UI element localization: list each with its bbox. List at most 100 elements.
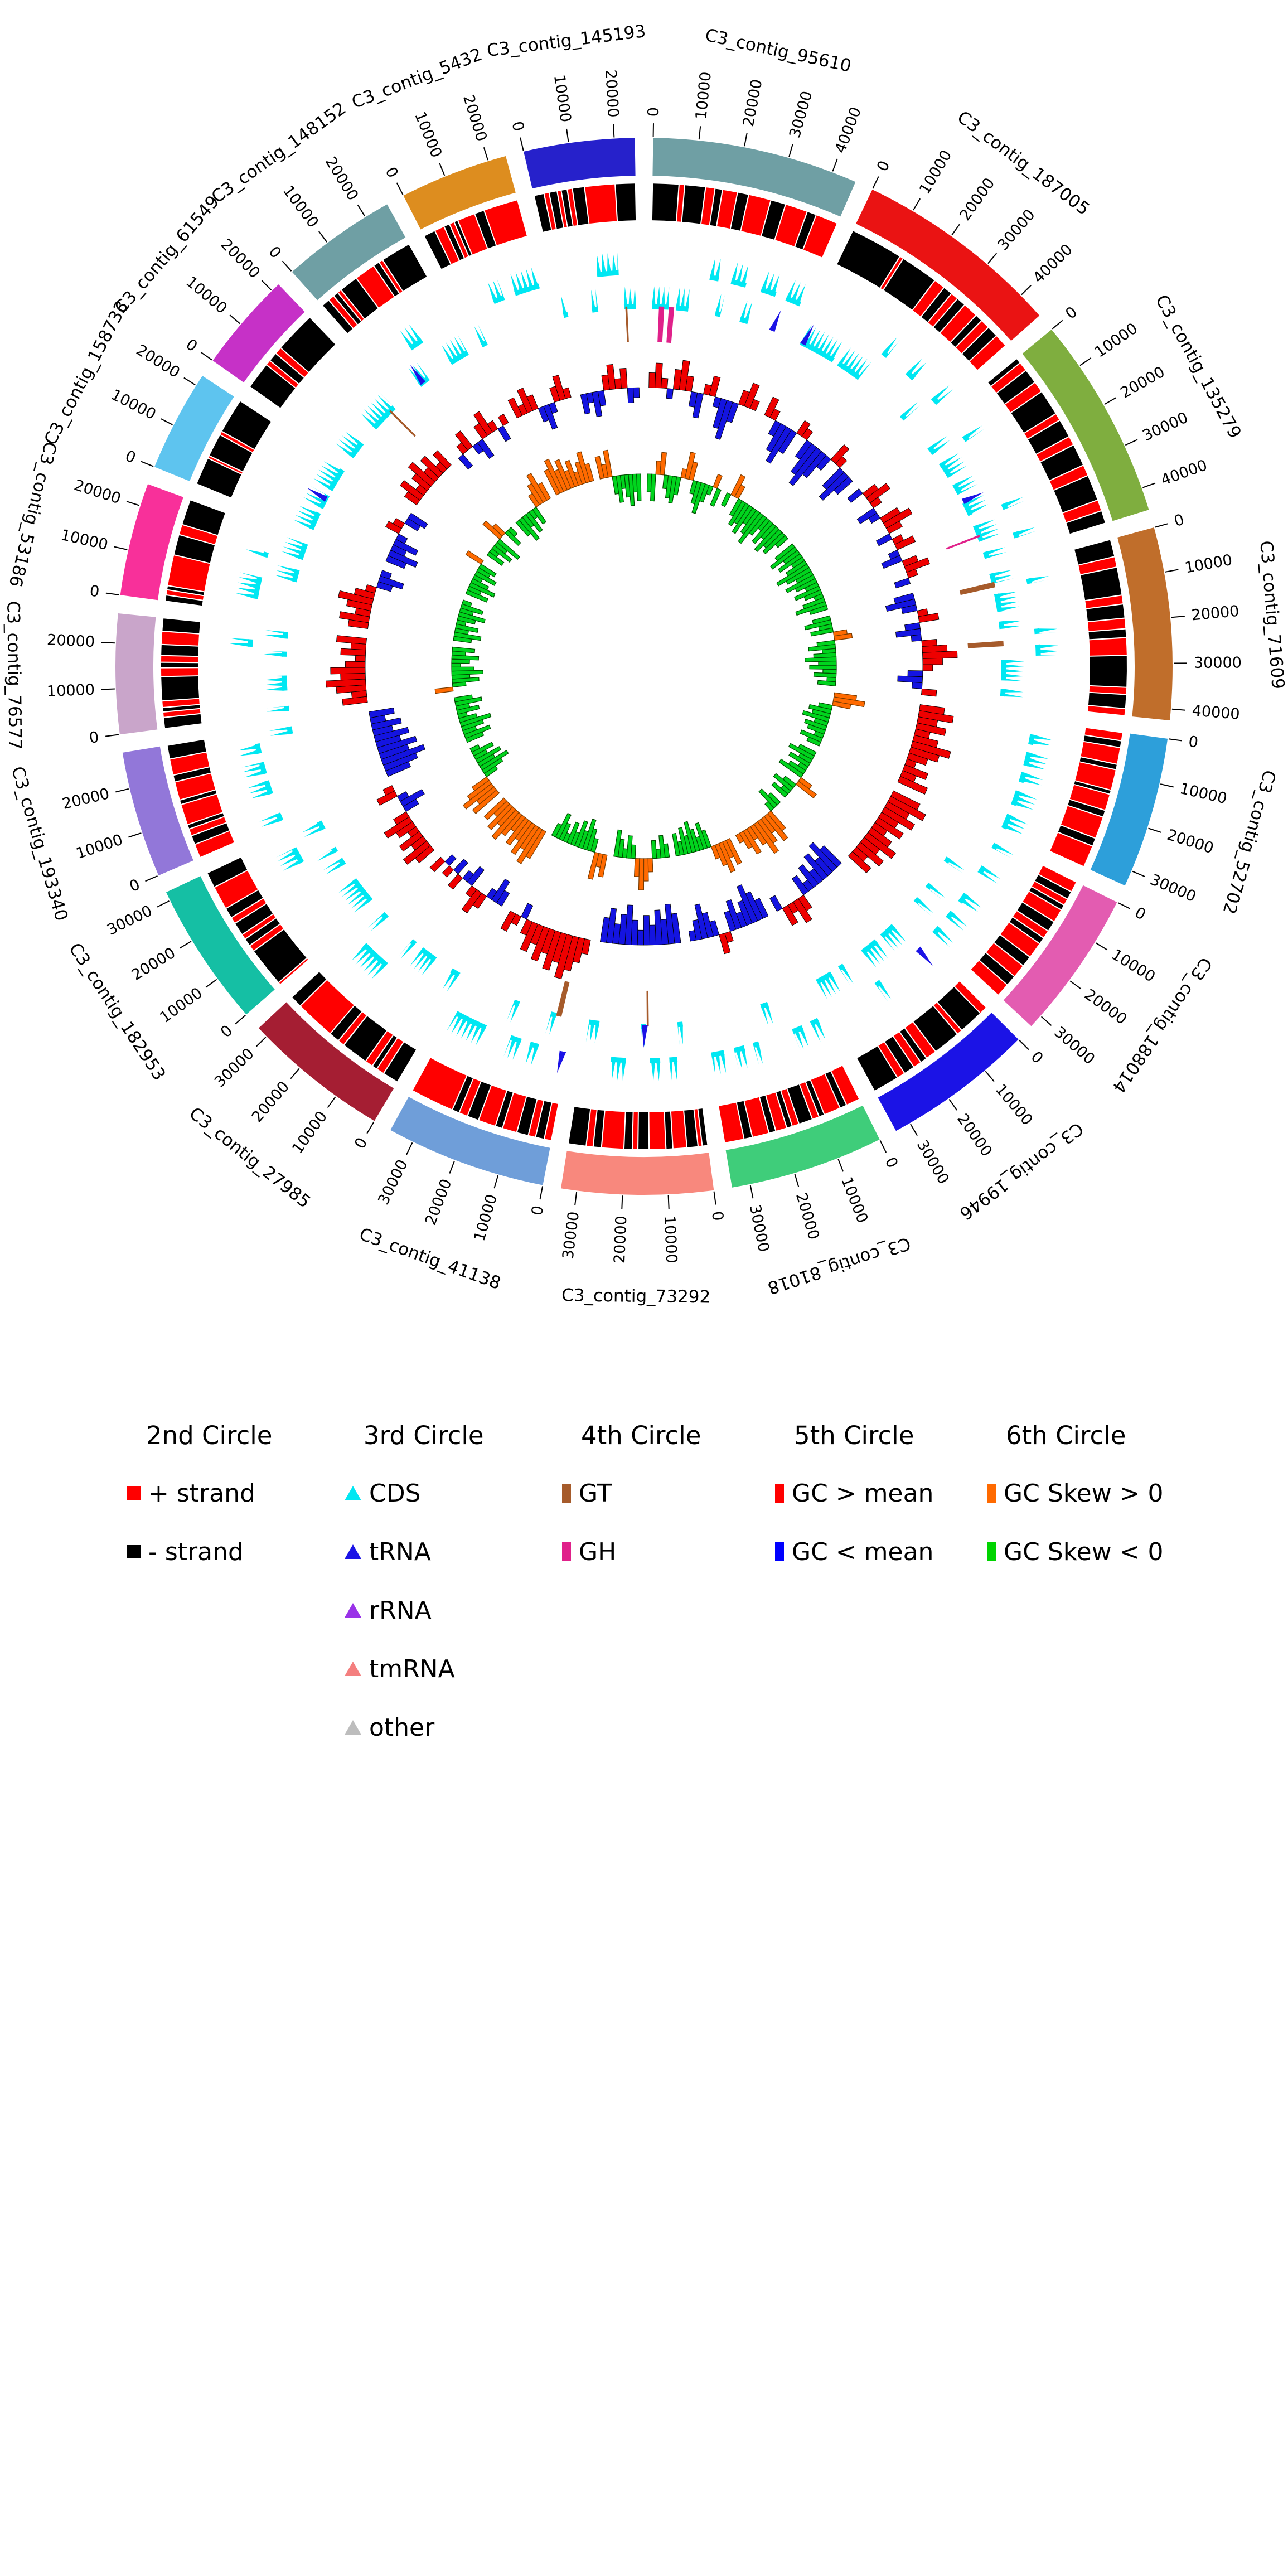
contig-name-label: C3_contig_71609 — [1256, 540, 1288, 690]
strand-block — [730, 192, 748, 231]
cds-tooth-icon — [1005, 669, 1024, 673]
axis-tick-label: 0 — [529, 1204, 548, 1217]
gc-bar — [345, 661, 366, 668]
cds-band — [800, 340, 835, 362]
legend-item: GC > mean — [775, 1476, 933, 1510]
strand-block — [166, 595, 203, 606]
gc-bar — [737, 900, 753, 926]
cds-tooth-icon — [995, 844, 1014, 855]
legend-swatch-triangle-icon — [345, 1662, 361, 1676]
strand-block — [503, 1093, 526, 1132]
cds-tooth-icon — [295, 515, 313, 525]
strand-block — [544, 193, 556, 230]
legend-title: 5th Circle — [794, 1421, 914, 1450]
gc-skew-bar — [732, 505, 754, 534]
cds-tooth-icon — [274, 575, 294, 582]
cds-tooth-icon — [818, 334, 830, 352]
cds-tooth-icon — [817, 982, 827, 1000]
cds-tooth-icon — [526, 268, 533, 288]
cds-tooth-icon — [1005, 825, 1024, 835]
strand-block — [701, 187, 715, 225]
gc-skew-bar — [684, 821, 696, 853]
strand-block — [759, 1095, 776, 1133]
cds-tooth-icon — [711, 1055, 715, 1075]
gc-bar — [688, 930, 697, 942]
strand-block — [1068, 800, 1105, 817]
axis-tick-label: 10000 — [471, 1193, 501, 1243]
strand-block — [1088, 629, 1126, 640]
cds-band — [264, 780, 273, 795]
gc-skew-bar — [795, 578, 818, 593]
gc-bar — [643, 915, 650, 946]
axis-tick — [105, 734, 119, 737]
cds-tooth-icon — [1005, 679, 1024, 681]
cds-tooth-icon — [765, 1005, 773, 1024]
axis-tick — [366, 1121, 375, 1134]
cds-tooth-icon — [994, 574, 1013, 581]
strand-block — [245, 918, 280, 945]
gc-skew-bar — [673, 476, 681, 496]
axis-tick — [493, 1175, 499, 1189]
gc-skew-bar — [566, 821, 580, 845]
cds-tooth-icon — [968, 500, 986, 510]
gc-bar — [791, 875, 809, 895]
gc-content-ring — [326, 360, 958, 980]
strand-block — [534, 194, 551, 232]
axis-tick — [713, 1191, 716, 1205]
axis-tick — [794, 1174, 800, 1187]
cds-tooth-icon — [756, 1045, 763, 1064]
legend-item-label: GC > mean — [792, 1479, 934, 1508]
cds-tooth-icon — [753, 1046, 759, 1065]
gc-skew-bar — [804, 619, 832, 631]
strand-block — [1037, 437, 1073, 462]
gc-bar — [549, 401, 558, 414]
cds-band — [816, 971, 833, 984]
strand-block — [384, 1042, 417, 1082]
gc-bar — [921, 688, 937, 697]
gc-bar — [666, 388, 674, 399]
axis-tick-label: 20000 — [46, 631, 95, 651]
cds-band — [275, 812, 284, 822]
legend-column-4th-circle: 4th Circle GT GH — [562, 1421, 701, 1566]
strand-block — [684, 1110, 698, 1147]
cds-band — [958, 893, 969, 904]
axis-tick-label: 20000 — [422, 1176, 456, 1227]
axis-tick-label: 20000 — [740, 78, 766, 128]
cds-band — [259, 762, 267, 775]
axis-tick — [114, 546, 128, 550]
cds-tooth-icon — [549, 1015, 556, 1035]
axis-tick — [141, 461, 154, 467]
cds-tooth-icon — [661, 287, 665, 306]
axis-tick — [1155, 523, 1169, 528]
axis-tick-label: 20000 — [217, 236, 263, 282]
axis-tick-label: 10000 — [289, 1108, 331, 1157]
cds-band — [550, 1011, 557, 1018]
axis-tick — [1171, 616, 1185, 618]
gc-bar — [912, 682, 923, 689]
axis-tick — [261, 280, 272, 290]
gc-bar — [788, 447, 822, 486]
axis-tick — [872, 176, 879, 189]
gc-bar — [637, 929, 644, 946]
contig-name-label: C3_contig_158733 — [40, 298, 132, 449]
gc-bar — [803, 853, 829, 880]
cds-tooth-icon — [404, 327, 417, 345]
gc-bar — [380, 570, 392, 580]
strand-block — [383, 244, 427, 291]
strand-block — [795, 212, 816, 250]
legend-swatch-bar-icon — [987, 1484, 996, 1503]
legend-title: 2nd Circle — [146, 1421, 273, 1450]
gc-bar — [749, 399, 760, 411]
axis-tick-label: 10000 — [1108, 946, 1158, 986]
axis-tick-label: 0 — [882, 1155, 901, 1171]
cds-tooth-icon — [1016, 527, 1035, 535]
strand-block — [243, 914, 276, 938]
strand-block — [1075, 762, 1116, 790]
gc-bar — [816, 455, 831, 471]
cds-band — [510, 1035, 522, 1044]
cds-tooth-icon — [345, 888, 361, 901]
contig-arc — [1117, 527, 1173, 720]
cds-tooth-icon — [461, 1020, 472, 1039]
strand-block — [192, 823, 229, 844]
strand-block — [453, 1076, 473, 1112]
